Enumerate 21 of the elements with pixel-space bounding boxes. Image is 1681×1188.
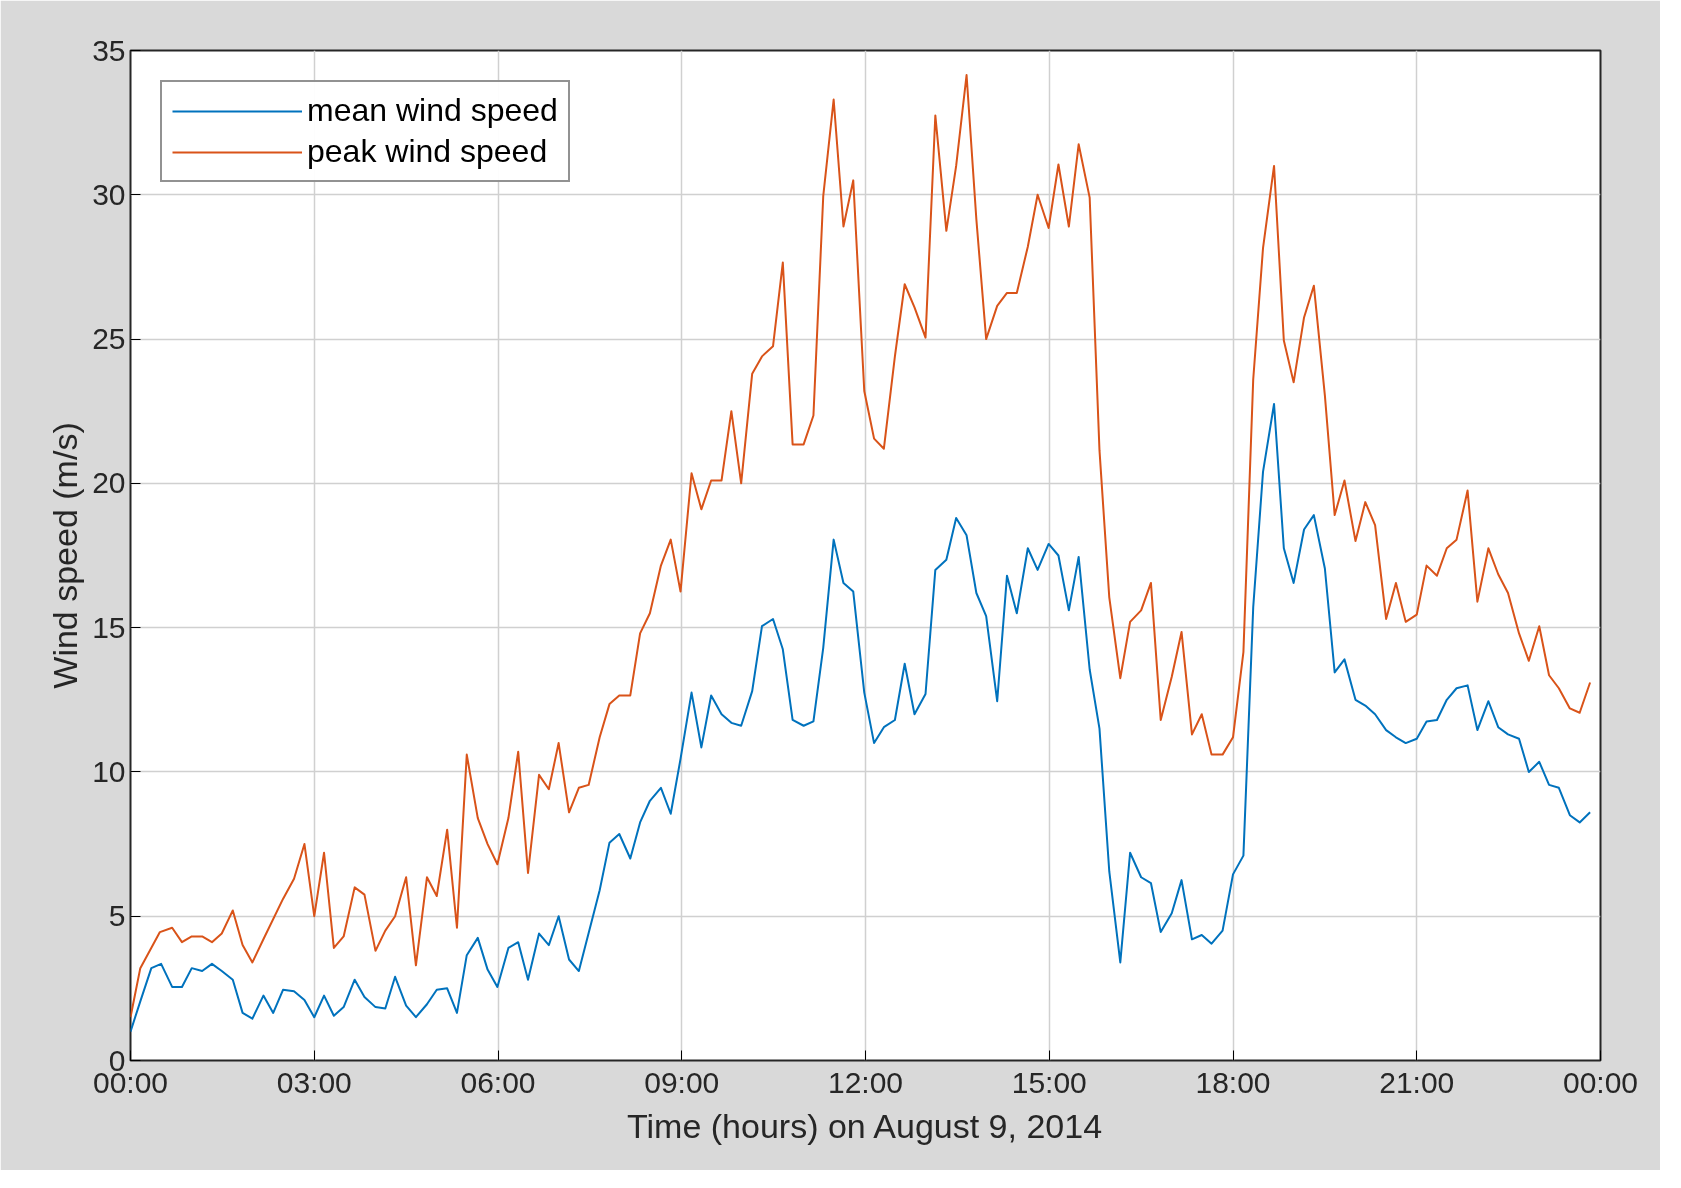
y-axis-title: Wind speed (m/s) bbox=[46, 422, 85, 689]
x-tick-label: 03:00 bbox=[276, 1065, 352, 1099]
x-axis-title: Time (hours) on August 9, 2014 bbox=[627, 1106, 1103, 1145]
line-series bbox=[130, 403, 1592, 1033]
y-tick-label: 20 bbox=[92, 466, 126, 500]
y-tick-label: 25 bbox=[92, 322, 126, 356]
line-series bbox=[130, 74, 1592, 1019]
y-tick-label: 10 bbox=[92, 754, 126, 788]
x-tick-label: 00:00 bbox=[1562, 1065, 1639, 1099]
y-tick-label: 35 bbox=[92, 33, 126, 67]
x-tick-label: 21:00 bbox=[1379, 1065, 1455, 1099]
y-tick-label: 15 bbox=[92, 610, 126, 644]
legend-label: mean wind speed bbox=[307, 92, 558, 129]
x-tick-label: 09:00 bbox=[644, 1065, 720, 1099]
x-tick-label: 15:00 bbox=[1011, 1065, 1087, 1099]
x-tick-label: 18:00 bbox=[1195, 1065, 1271, 1099]
y-tick-label: 30 bbox=[92, 177, 126, 211]
y-tick-label: 5 bbox=[108, 899, 126, 933]
legend-label: peak wind speed bbox=[307, 133, 548, 170]
x-tick-label: 12:00 bbox=[827, 1065, 904, 1099]
x-tick-label: 06:00 bbox=[460, 1065, 536, 1099]
